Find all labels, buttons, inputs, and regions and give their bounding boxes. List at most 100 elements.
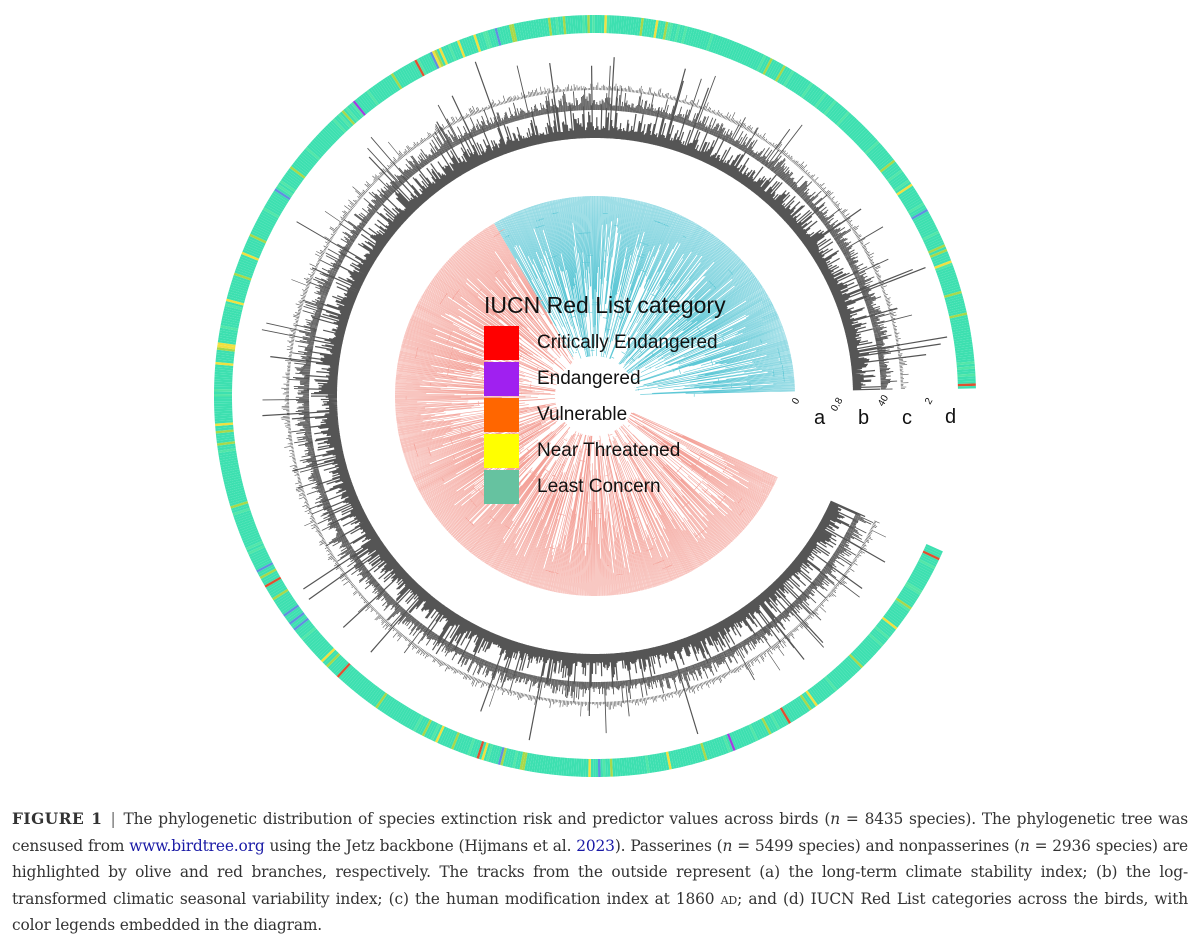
ring-segment [233, 272, 252, 281]
ring-segment [286, 170, 303, 183]
ring-segment [256, 218, 274, 229]
ring-segment [499, 26, 507, 45]
ring-segment [426, 721, 437, 739]
ring-segment [259, 213, 277, 225]
ring-segment [928, 246, 947, 256]
ring-segment [236, 265, 254, 274]
ring-segment [895, 181, 912, 194]
ring-segment [955, 351, 974, 356]
ring-segment [434, 49, 444, 67]
ring-segment [227, 293, 246, 301]
ring-segment [697, 743, 706, 762]
ring-segment [663, 752, 670, 771]
ring-segment [230, 284, 248, 292]
ring-segment [915, 565, 933, 576]
ring-segment [796, 79, 809, 96]
ring-segment [270, 586, 288, 599]
ring-segment [370, 86, 383, 103]
ring-segment [623, 757, 628, 776]
ring-segment [547, 17, 553, 36]
ring-segment [315, 135, 330, 150]
ring-segment [263, 574, 281, 586]
ring-segment [824, 676, 838, 692]
ring-segment [235, 267, 254, 277]
ring-segment [681, 25, 688, 44]
ring-segment [804, 85, 818, 102]
ring-segment [300, 152, 316, 166]
ring-segment [609, 758, 613, 777]
ring-segment [655, 20, 662, 39]
ring-segment [405, 64, 417, 82]
ring-segment [848, 653, 864, 669]
ring-segment [791, 75, 803, 92]
ring-segment [215, 431, 235, 436]
ring-segment [819, 96, 833, 113]
ring-segment [379, 695, 392, 712]
track-bars [261, 65, 913, 734]
ring-segment [651, 754, 658, 773]
ring-segment [536, 754, 542, 773]
ring-segment [820, 678, 834, 695]
ring-segment [225, 485, 244, 492]
ring-segment [215, 427, 234, 432]
legend-swatch-near-threatened [484, 434, 519, 468]
ring-segment [941, 281, 960, 290]
ring-segment [729, 732, 738, 751]
ring-segment [785, 71, 797, 88]
ring-segment [397, 69, 409, 86]
ring-segment [719, 38, 728, 56]
ring-segment [403, 65, 415, 83]
ring-segment [518, 22, 525, 41]
ring-segment [714, 36, 724, 55]
ring-segment [224, 303, 243, 311]
ring-segment [642, 755, 648, 774]
ring-segment [781, 68, 793, 86]
ring-segment [528, 20, 534, 39]
ring-segment [220, 464, 239, 471]
ring-segment [359, 681, 373, 697]
ring-segment [517, 751, 524, 770]
ring-segment [954, 346, 974, 352]
ring-segment [214, 391, 233, 395]
ring-segment [335, 114, 350, 130]
ring-segment [772, 63, 784, 81]
ring-segment [449, 42, 460, 61]
ring-segment [214, 384, 233, 388]
ring-segment [310, 637, 326, 652]
ring-segment [664, 22, 671, 41]
ring-segment [843, 117, 858, 133]
ring-segment [748, 723, 759, 742]
ring-segment [921, 552, 939, 563]
ring-segment [298, 154, 315, 168]
ring-segment [310, 141, 326, 156]
ring-segment [441, 728, 452, 746]
ring-segment [799, 694, 812, 711]
ring-segment [371, 689, 384, 706]
ring-segment [239, 256, 258, 266]
phylogenetic-circular-figure: 0 0.8 40 2 a b c d IUCN Red List categor… [214, 15, 976, 777]
ring-segment [462, 736, 471, 755]
ring-segment [864, 140, 880, 155]
ring-segment [717, 37, 726, 55]
citation-link[interactable]: 2023 [576, 836, 615, 855]
ring-segment [694, 29, 703, 48]
ring-segment [651, 19, 657, 38]
ring-segment [223, 310, 242, 317]
ring-segment [914, 215, 932, 226]
ring-segment [545, 17, 551, 37]
track-a-tick-end: 0.8 [829, 396, 846, 414]
ring-segment [239, 527, 258, 537]
ring-segment [628, 757, 633, 776]
ring-segment [943, 288, 962, 296]
ring-segment [779, 707, 792, 724]
ring-segment [302, 628, 318, 643]
figure-caption: FIGURE 1 | The phylogenetic distribution o… [12, 806, 1188, 939]
ring-segment [601, 15, 605, 34]
ring-segment [921, 228, 939, 239]
ring-segment [923, 233, 941, 243]
birdtree-link[interactable]: www.birdtree.org [129, 836, 265, 855]
ring-segment [214, 408, 233, 412]
ring-segment [417, 717, 428, 735]
ring-segment [494, 27, 502, 46]
ring-segment [264, 576, 282, 588]
